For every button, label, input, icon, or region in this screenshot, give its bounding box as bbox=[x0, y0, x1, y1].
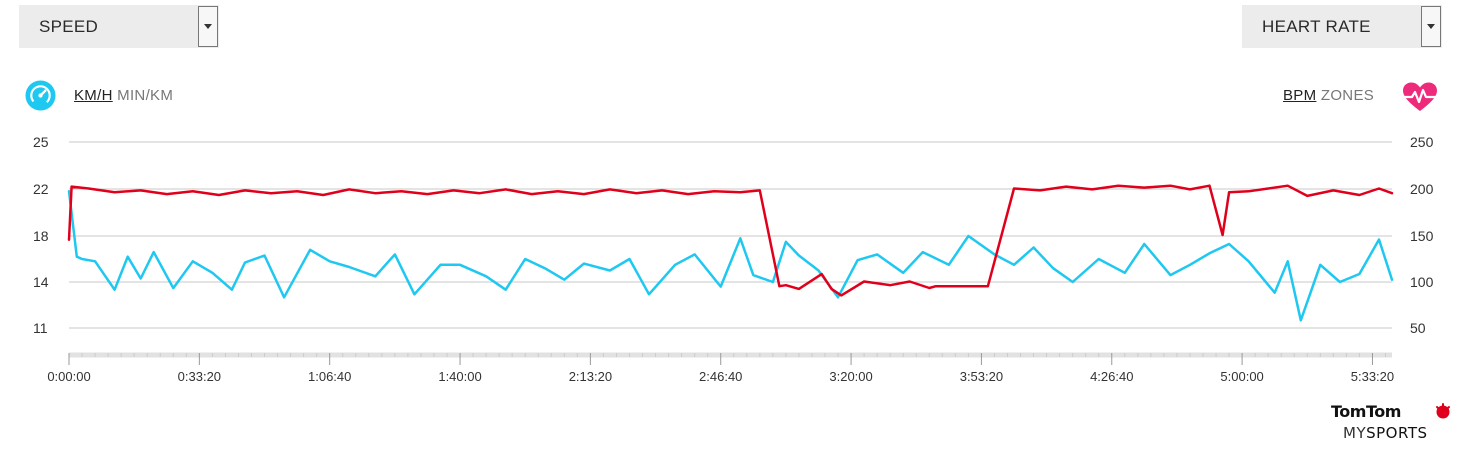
product-name: MYSPORTS bbox=[1343, 424, 1428, 442]
speedometer-icon bbox=[25, 80, 56, 111]
x-axis-tick-label: 5:33:20 bbox=[1351, 369, 1394, 384]
speed-unit-toggle: KM/H MIN/KM bbox=[74, 87, 173, 104]
tomtom-hands-icon bbox=[1436, 403, 1450, 419]
chevron-down-icon[interactable] bbox=[198, 6, 218, 47]
x-axis-tick-label: 1:06:40 bbox=[308, 369, 351, 384]
speed-metric-label: SPEED bbox=[39, 17, 99, 36]
left-axis-tick-label: 18 bbox=[33, 228, 49, 244]
heart-rate-metric-label: HEART RATE bbox=[1262, 17, 1371, 36]
heart-rate-unit-toggle: BPM ZONES bbox=[1283, 87, 1374, 104]
x-axis-tick-label: 0:00:00 bbox=[47, 369, 90, 384]
x-axis-tick-label: 5:00:00 bbox=[1220, 369, 1263, 384]
heart-pulse-icon bbox=[1402, 82, 1438, 111]
kmh-unit-option[interactable]: KM/H bbox=[74, 87, 113, 104]
x-axis-tick-label: 1:40:00 bbox=[438, 369, 481, 384]
left-axis-tick-label: 11 bbox=[33, 320, 48, 336]
x-axis-tick-label: 2:46:40 bbox=[699, 369, 742, 384]
product-suffix: SPORTS bbox=[1366, 424, 1428, 442]
speed-series-line bbox=[67, 190, 1394, 322]
tomtom-mysports-logo: TomTom MYSPORTS bbox=[1331, 402, 1450, 442]
product-prefix: MY bbox=[1343, 424, 1367, 442]
x-axis-tick-label: 3:20:00 bbox=[829, 369, 872, 384]
x-axis-tick-label: 3:53:20 bbox=[960, 369, 1003, 384]
left-axis-tick-label: 25 bbox=[33, 134, 49, 150]
speed-heart-rate-chart: 25 250 22 200 18 150 14 100 11 50 0:00:00 0:33:20 1:… bbox=[33, 134, 1434, 384]
right-axis-tick-label: 150 bbox=[1410, 228, 1434, 244]
right-axis-tick-label: 100 bbox=[1410, 274, 1434, 290]
x-axis-tick-label: 2:13:20 bbox=[569, 369, 612, 384]
left-axis-tick-label: 14 bbox=[33, 274, 49, 290]
zones-unit-option[interactable]: ZONES bbox=[1320, 87, 1375, 104]
speed-metric-select[interactable]: SPEED bbox=[19, 5, 219, 48]
x-axis-tick-label: 4:26:40 bbox=[1090, 369, 1133, 384]
x-axis-tick-label: 0:33:20 bbox=[178, 369, 221, 384]
right-axis-tick-label: 250 bbox=[1410, 134, 1434, 150]
brand-name: TomTom bbox=[1331, 402, 1401, 421]
left-axis-tick-label: 22 bbox=[33, 181, 49, 197]
chevron-down-icon[interactable] bbox=[1421, 6, 1441, 47]
right-axis-tick-label: 200 bbox=[1410, 181, 1434, 197]
heart-rate-series-line bbox=[67, 184, 1394, 297]
heart-rate-metric-select[interactable]: HEART RATE bbox=[1242, 5, 1442, 48]
bpm-unit-option[interactable]: BPM bbox=[1283, 87, 1317, 104]
right-axis-tick-label: 50 bbox=[1410, 320, 1426, 336]
minkm-unit-option[interactable]: MIN/KM bbox=[117, 87, 174, 104]
